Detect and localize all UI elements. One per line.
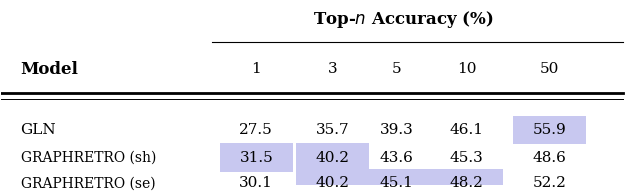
FancyBboxPatch shape bbox=[296, 169, 369, 192]
Text: 10: 10 bbox=[457, 62, 476, 76]
Text: 45.1: 45.1 bbox=[380, 176, 413, 190]
Text: 48.6: 48.6 bbox=[532, 151, 566, 165]
Text: 45.3: 45.3 bbox=[450, 151, 483, 165]
Text: 43.6: 43.6 bbox=[380, 151, 413, 165]
Text: 3: 3 bbox=[328, 62, 337, 76]
Text: 1: 1 bbox=[252, 62, 261, 76]
Text: GLN: GLN bbox=[20, 123, 56, 137]
Text: 35.7: 35.7 bbox=[316, 123, 349, 137]
Text: 5: 5 bbox=[392, 62, 401, 76]
Text: 39.3: 39.3 bbox=[380, 123, 413, 137]
FancyBboxPatch shape bbox=[220, 143, 293, 172]
Text: 40.2: 40.2 bbox=[316, 176, 349, 190]
Text: 46.1: 46.1 bbox=[449, 123, 484, 137]
FancyBboxPatch shape bbox=[296, 143, 369, 172]
Text: Model: Model bbox=[20, 61, 78, 78]
Text: 40.2: 40.2 bbox=[316, 151, 349, 165]
Text: GRAPHRETRO (sh): GRAPHRETRO (sh) bbox=[20, 151, 156, 165]
Text: 27.5: 27.5 bbox=[239, 123, 273, 137]
Text: Top-$n$ Accuracy (%): Top-$n$ Accuracy (%) bbox=[312, 9, 493, 30]
Text: 55.9: 55.9 bbox=[532, 123, 566, 137]
FancyBboxPatch shape bbox=[513, 116, 586, 144]
Text: 31.5: 31.5 bbox=[239, 151, 273, 165]
Text: 30.1: 30.1 bbox=[239, 176, 273, 190]
FancyBboxPatch shape bbox=[430, 169, 503, 192]
Text: 52.2: 52.2 bbox=[532, 176, 566, 190]
Text: 48.2: 48.2 bbox=[450, 176, 483, 190]
Text: 50: 50 bbox=[540, 62, 559, 76]
FancyBboxPatch shape bbox=[360, 169, 433, 192]
Text: GRAPHRETRO (se): GRAPHRETRO (se) bbox=[20, 176, 155, 190]
